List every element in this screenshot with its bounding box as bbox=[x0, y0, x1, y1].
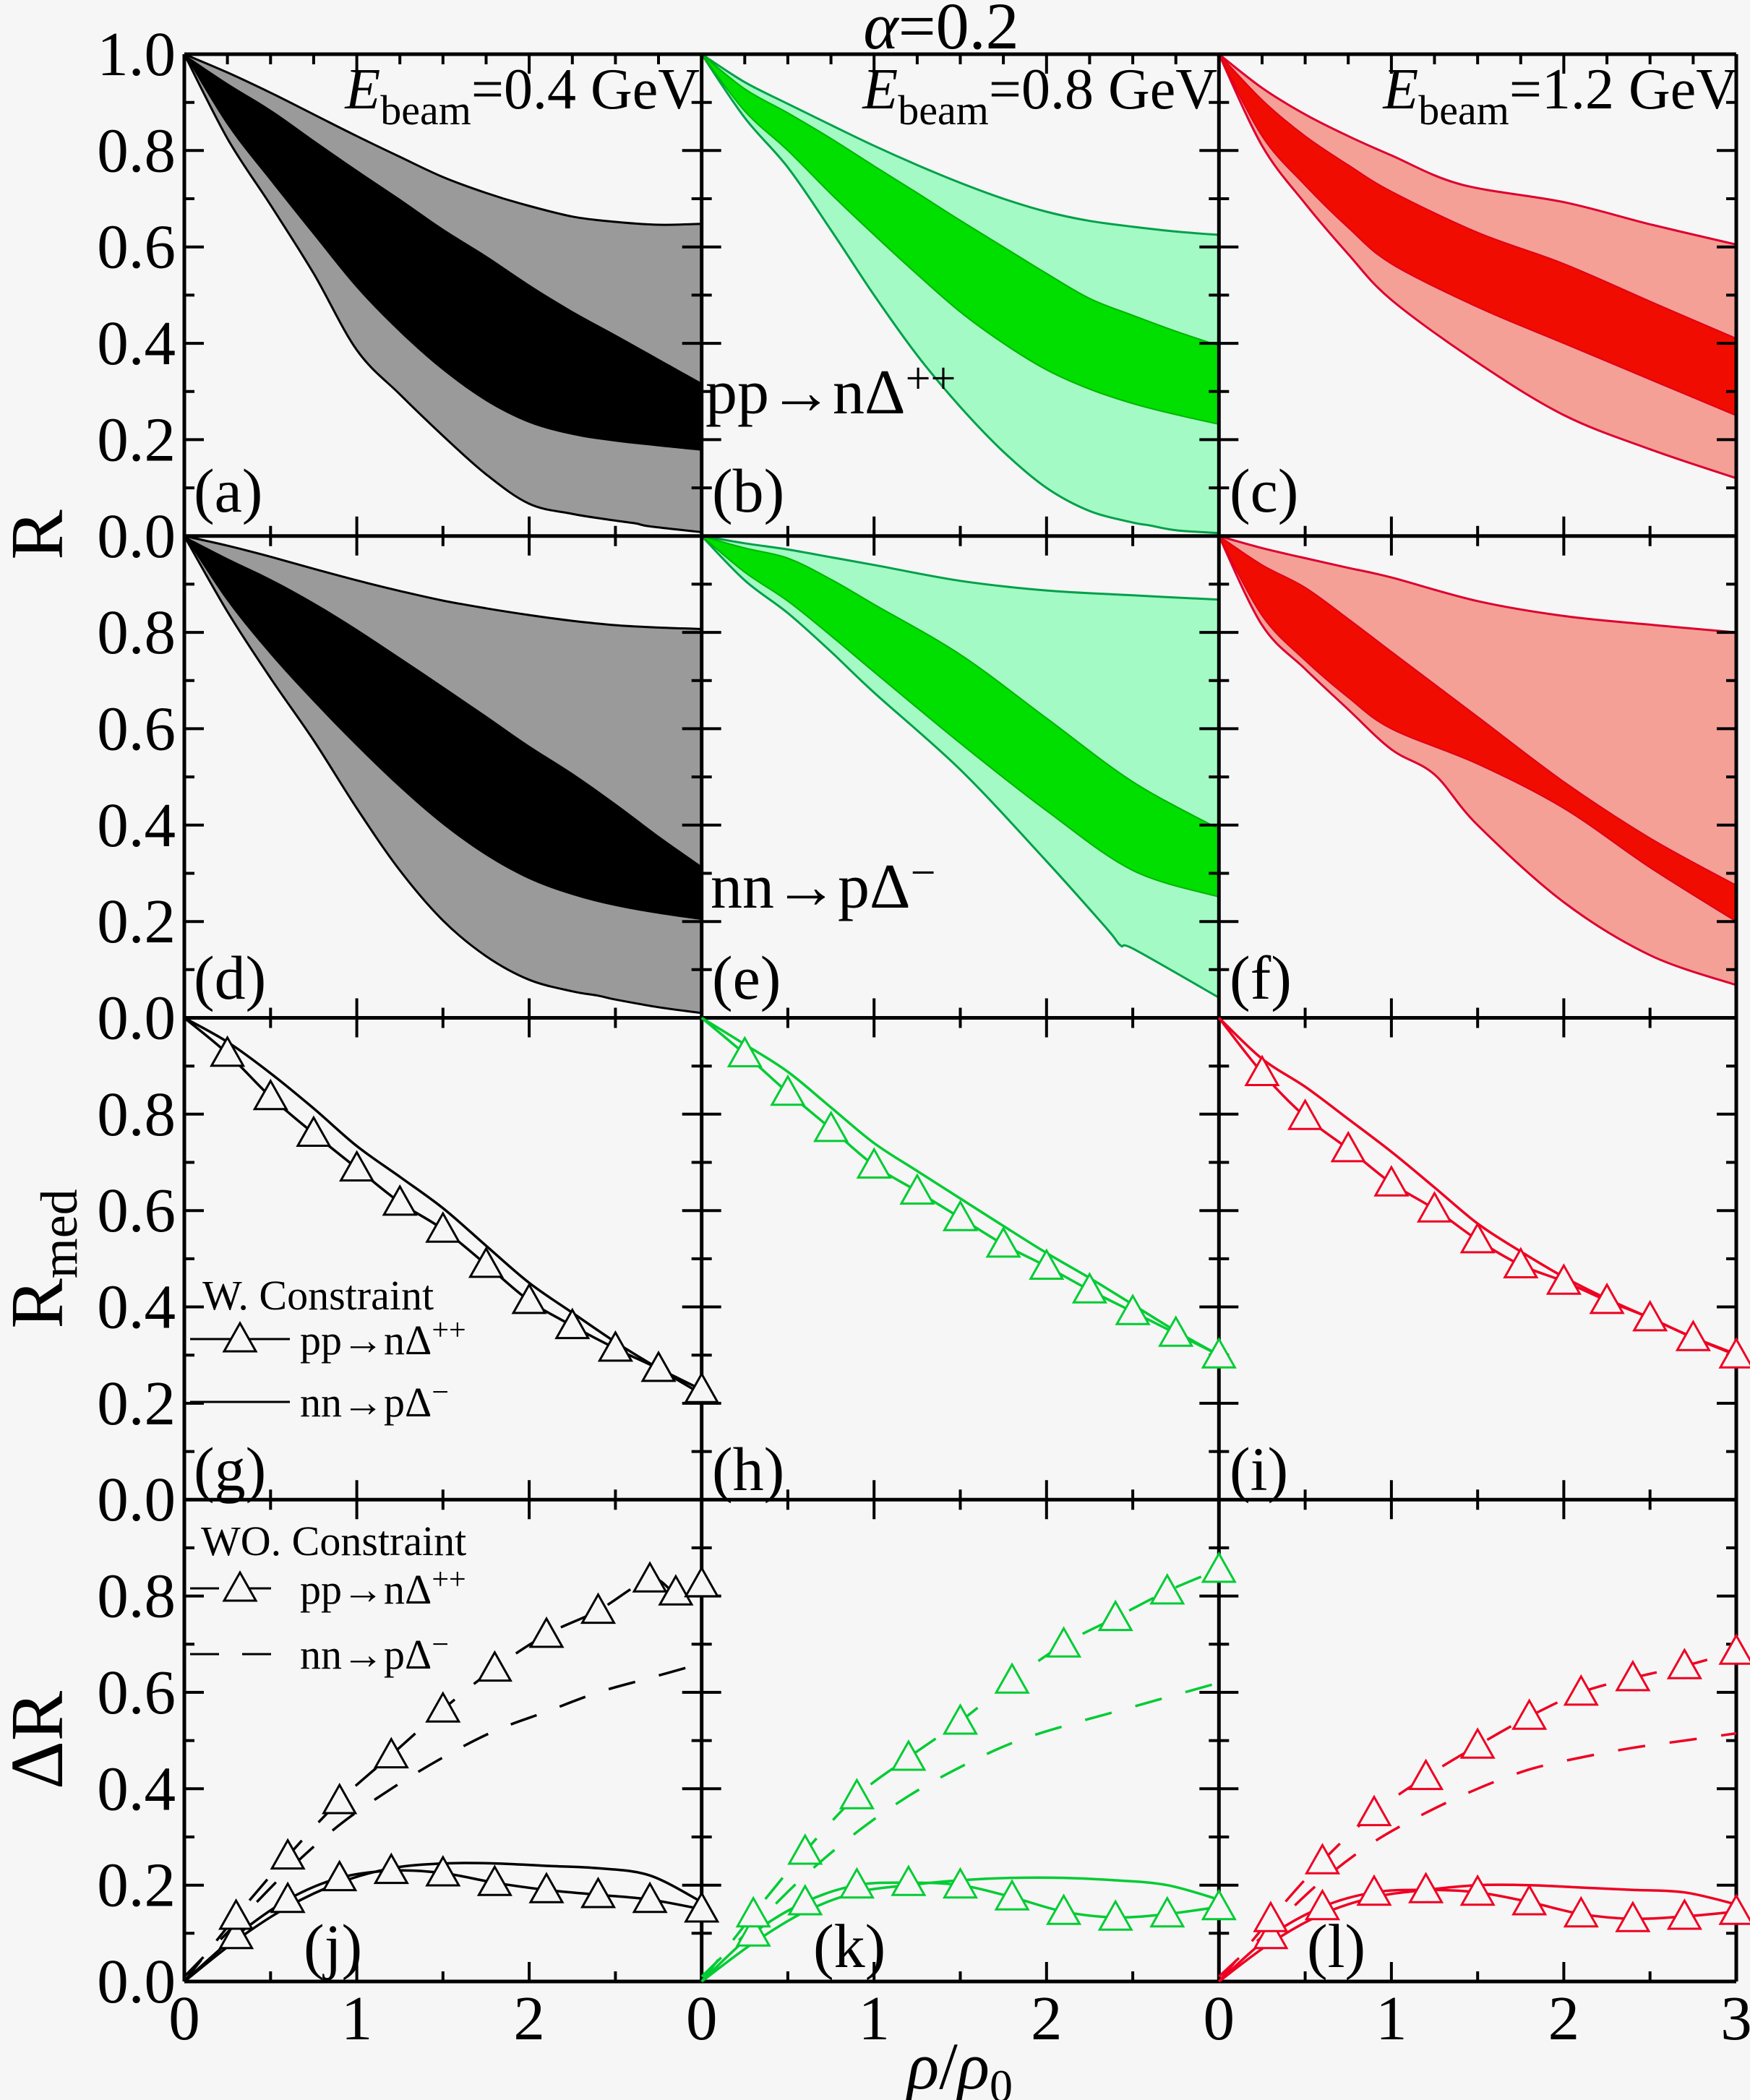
svg-text:1: 1 bbox=[858, 1983, 890, 2053]
svg-text:0.0: 0.0 bbox=[97, 1946, 176, 2016]
svg-text:0.4: 0.4 bbox=[97, 308, 176, 378]
svg-text:3: 3 bbox=[1720, 1983, 1750, 2053]
svg-text:2: 2 bbox=[1548, 1983, 1580, 2053]
svg-text:0.6: 0.6 bbox=[97, 212, 176, 282]
svg-text:0.8: 0.8 bbox=[97, 1561, 176, 1631]
svg-text:(h): (h) bbox=[712, 1434, 784, 1504]
svg-text:0.0: 0.0 bbox=[97, 983, 176, 1053]
svg-text:(a): (a) bbox=[194, 456, 262, 525]
svg-text:(b): (b) bbox=[712, 456, 784, 525]
svg-text:(k): (k) bbox=[813, 1911, 885, 1981]
svg-text:0: 0 bbox=[686, 1983, 718, 2053]
svg-text:1: 1 bbox=[1376, 1983, 1407, 2053]
svg-text:0: 0 bbox=[1204, 1983, 1235, 2053]
svg-text:0.8: 0.8 bbox=[97, 115, 176, 185]
svg-text:0.2: 0.2 bbox=[97, 404, 176, 474]
svg-text:0.2: 0.2 bbox=[97, 1368, 176, 1438]
svg-text:1: 1 bbox=[341, 1983, 373, 2053]
svg-text:WO. Constraint: WO. Constraint bbox=[201, 1518, 466, 1565]
svg-text:(c): (c) bbox=[1230, 456, 1298, 525]
svg-text:nn→pΔ−: nn→pΔ− bbox=[711, 848, 936, 922]
svg-text:(d): (d) bbox=[194, 943, 266, 1012]
svg-text:0.6: 0.6 bbox=[97, 694, 176, 764]
svg-text:α=0.2: α=0.2 bbox=[863, 0, 1018, 63]
svg-text:ΔR: ΔR bbox=[0, 1690, 79, 1789]
svg-text:(e): (e) bbox=[712, 943, 781, 1012]
svg-text:(f): (f) bbox=[1230, 943, 1292, 1012]
svg-text:0.8: 0.8 bbox=[97, 597, 176, 667]
svg-text:0.0: 0.0 bbox=[97, 1464, 176, 1534]
svg-text:0.4: 0.4 bbox=[97, 1753, 176, 1823]
svg-text:(g): (g) bbox=[194, 1434, 266, 1504]
svg-text:0.2: 0.2 bbox=[97, 886, 176, 956]
svg-text:nn→pΔ−: nn→pΔ− bbox=[300, 1628, 449, 1678]
svg-text:(i): (i) bbox=[1230, 1434, 1288, 1504]
svg-text:0.6: 0.6 bbox=[97, 1175, 176, 1245]
svg-text:0.4: 0.4 bbox=[97, 1272, 176, 1342]
svg-text:Ebeam=0.8 GeV: Ebeam=0.8 GeV bbox=[862, 58, 1217, 134]
svg-text:0.4: 0.4 bbox=[97, 790, 176, 860]
svg-text:0.2: 0.2 bbox=[97, 1850, 176, 1920]
svg-text:0.6: 0.6 bbox=[97, 1657, 176, 1727]
svg-text:(l): (l) bbox=[1307, 1911, 1365, 1981]
svg-text:1.0: 1.0 bbox=[97, 19, 176, 89]
svg-text:W. Constraint: W. Constraint bbox=[202, 1272, 434, 1319]
svg-text:R: R bbox=[0, 509, 79, 560]
svg-text:(j): (j) bbox=[304, 1911, 362, 1981]
svg-text:2: 2 bbox=[513, 1983, 545, 2053]
svg-text:Ebeam=1.2 GeV: Ebeam=1.2 GeV bbox=[1382, 58, 1738, 134]
svg-text:0.0: 0.0 bbox=[97, 501, 176, 571]
svg-text:0.8: 0.8 bbox=[97, 1079, 176, 1149]
svg-text:Ebeam=0.4 GeV: Ebeam=0.4 GeV bbox=[344, 58, 700, 134]
svg-text:2: 2 bbox=[1031, 1983, 1063, 2053]
svg-text:0: 0 bbox=[168, 1983, 200, 2053]
svg-text:nn→pΔ−: nn→pΔ− bbox=[300, 1376, 449, 1426]
